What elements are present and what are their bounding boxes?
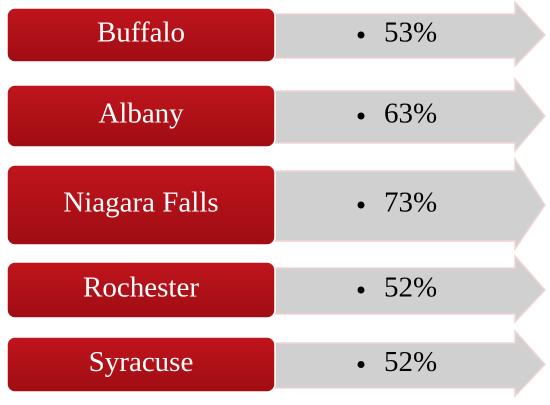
arrow [274, 76, 546, 154]
bullet [357, 286, 365, 294]
city-label: Niagara Falls [63, 187, 218, 219]
city-label: Rochester [83, 272, 199, 304]
value-label: 63% [384, 98, 437, 130]
bullet [357, 112, 365, 120]
city-box [6, 261, 276, 319]
bullet [357, 201, 365, 209]
city-box [6, 336, 276, 393]
city-label: Albany [98, 98, 184, 130]
arrow [274, 156, 546, 252]
value-label: 52% [384, 346, 437, 378]
arrow [274, 329, 547, 398]
city-box [6, 7, 276, 63]
arrow [274, 0, 547, 68]
city-box [6, 84, 276, 148]
arrow [274, 254, 547, 324]
value-label: 73% [384, 187, 437, 219]
city-label: Buffalo [97, 17, 185, 49]
value-label: 53% [384, 17, 437, 49]
city-label: Syracuse [89, 346, 194, 378]
bullet [357, 361, 365, 368]
bullet [357, 31, 365, 39]
value-label: 52% [384, 272, 437, 304]
city-box [6, 164, 276, 246]
